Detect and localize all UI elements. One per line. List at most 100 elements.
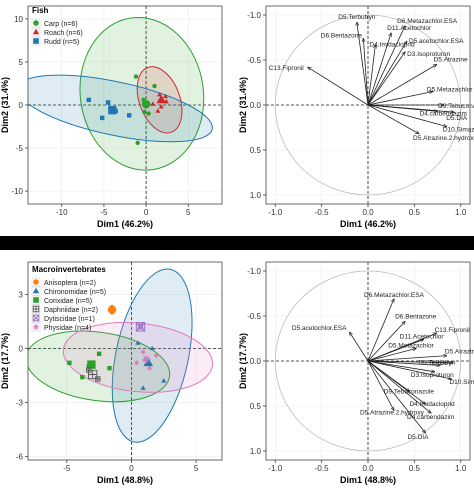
macro-ind-point-5 [134, 360, 139, 365]
macro-var-vector-label-14: D4.carbendazim [407, 414, 454, 421]
macro-var-xtick-label: -1.0 [268, 464, 282, 473]
macro-ind-ellipse-2 [28, 330, 171, 403]
macro-ind-centroid-4-x [136, 322, 146, 332]
macro-var-vector-label-12: D4.Imidacloprid [409, 401, 455, 408]
fish-var-ytick-label: -1.0 [247, 11, 261, 20]
fish-ind-legend-label-0: Carp (n=6) [44, 21, 78, 28]
macro-ind-point-2 [107, 366, 112, 371]
macro-ind-point-1 [161, 378, 167, 383]
fish-var-vector-0 [357, 22, 369, 106]
fish-ind-ytick-label: 0 [19, 101, 24, 110]
fish-var-vector-label-8: D5.Atrazine [434, 57, 468, 64]
fish-ind-point-2 [105, 100, 111, 105]
macro-var-xtick-label: -0.5 [315, 464, 329, 473]
fish-ind-xtick-label: 5 [186, 208, 191, 217]
macro-ind-legend-key-3 [32, 305, 40, 313]
macro-var-vector-label-8: D5.Terbutryn [418, 360, 456, 367]
macro-ind-point-5 [140, 349, 146, 355]
macro-var-vector-label-3: D5.acetochlor.ESA [292, 325, 347, 332]
fish-var-xtick-label: 0.5 [409, 208, 421, 217]
fish-ind-xtick-label: -10 [56, 208, 68, 217]
macro-ind-data-layer [28, 268, 214, 443]
macro-ind-centroid-3-cross [88, 370, 97, 379]
fish-ind-centroid-0 [141, 99, 151, 109]
macro-ind-legend-label-3: Daphniidae (n=2) [44, 307, 98, 314]
fish-var-ytick-label: 0.5 [250, 146, 262, 155]
macro-var-vector-15 [367, 360, 425, 433]
macro-ind-legend-title: Macroinvertebrates [32, 265, 106, 274]
fish-var-vector-8 [367, 65, 437, 106]
macro-ind-legend: Macroinvertebrates Anisoptera (n=2) Chiron… [31, 265, 106, 332]
fish-ind-xtick-label: -5 [100, 208, 108, 217]
fish-ind-legend-key-1 [32, 28, 40, 35]
fish-ind-ytick-label: 10 [14, 15, 23, 24]
macro-var-vector-7 [367, 360, 453, 363]
macro-var-vector-1 [367, 321, 405, 362]
macro-var-vector-label-9: D3.Isoproturon [411, 372, 454, 379]
panel-separator-bar [0, 236, 474, 250]
macro-ind-centroid-4 [135, 322, 146, 332]
macro-ind-yaxis-title: Dim2 (17.7%) [0, 333, 10, 389]
macro-var-ytick-label: -0.5 [247, 312, 261, 321]
fish-var-vector-13 [367, 104, 447, 127]
fish-var-vector-label-4: D5.acetochlor.ESA [409, 38, 464, 45]
macro-var-xtick-label: 1.0 [455, 464, 467, 473]
fish-ind-ytick-label: -10 [11, 187, 23, 196]
macroinvertebrates-variables-panel: D6.Metazachlor.ESA D6.Bentazone C13.Fipron… [238, 261, 474, 485]
macro-var-vector-label-13: D5.Atrazine.2.hydroxy [360, 410, 425, 417]
fish-ind-point-1 [150, 101, 156, 106]
macro-ind-xtick-label: -5 [63, 464, 71, 473]
macro-var-ytick-label: 1.0 [250, 447, 262, 456]
macro-var-vector-label-11: D9.Tebuconazole [384, 389, 435, 396]
fish-var-xtick-label: -1.0 [268, 208, 282, 217]
macro-ind-point-5 [153, 353, 159, 358]
fish-var-vector-9 [367, 92, 433, 106]
macro-ind-legend-key-2 [33, 297, 39, 303]
macro-ind-point-4-box [137, 324, 144, 330]
macro-ind-centroid-4-box [135, 322, 146, 332]
macro-var-vector-label-0: D6.Metazachlor.ESA [364, 292, 425, 299]
macro-var-xtick-label: 0.0 [362, 464, 374, 473]
macro-var-vector-5 [367, 339, 424, 362]
fish-ind-point-1 [162, 93, 169, 99]
macro-ind-ytick-label: 3 [19, 290, 24, 299]
fish-ind-point-0 [146, 111, 151, 116]
macro-ind-point-1 [149, 345, 155, 351]
fish-ind-point-0 [152, 83, 157, 89]
macro-ind-legend-label-4: Dytiscidae (n=1) [44, 316, 95, 323]
macro-ind-point-5 [147, 366, 152, 371]
fish-var-vector-7 [308, 67, 369, 106]
macro-ind-point-2 [80, 375, 85, 380]
fish-var-vector-4 [367, 41, 407, 106]
fish-ind-xaxis-title: Dim1 (46.2%) [97, 219, 153, 229]
macro-ind-point-2 [67, 360, 72, 365]
macro-var-vector-label-5: D11.Acetochlor [400, 333, 445, 340]
fish-individuals-panel: -10 -5 0 5 10 5 0 -5 -10 Dim1 (46.2%) Dim2 (31.4%)… [0, 5, 223, 229]
fish-var-vector-1 [367, 26, 405, 106]
fish-ind-point-2 [86, 97, 91, 103]
fish-ind-legend-label-2: Rudd (n=5) [44, 39, 79, 46]
fish-var-vector-label-5: D4.Imidacloprid [369, 42, 415, 49]
fish-var-ytick-label: 1.0 [250, 191, 262, 200]
fish-var-vector-label-13: D10.Simazine [443, 127, 474, 134]
fish-var-vector-12 [367, 104, 454, 112]
fish-var-vector-label-1: D6.Metazachlor.ESA [397, 18, 458, 25]
macro-var-xaxis-title: Dim1 (48.8%) [340, 475, 396, 485]
macro-ind-frame [27, 261, 223, 461]
macro-ind-legend-key-3-cross [33, 306, 39, 312]
fish-ind-xtick-label: 0 [144, 208, 149, 217]
macro-ind-xtick-label: 5 [194, 464, 199, 473]
macro-var-ytick-label: 0.0 [250, 357, 262, 366]
fish-ind-ytick-label: 5 [19, 58, 24, 67]
macro-var-vector-label-1: D6.Bentazone [395, 313, 437, 320]
macro-var-vector-label-6: D5.Atrazine [445, 349, 474, 356]
fish-ind-point-2 [127, 113, 132, 118]
macro-var-vector-label-4: D5.Metazachlor [388, 342, 434, 349]
fish-ind-point-0 [135, 140, 140, 146]
macro-ind-point-1 [135, 340, 141, 345]
fish-var-vector-label-6: D3.Isoproturon [407, 51, 450, 58]
fish-var-xaxis-title: Dim1 (46.2%) [340, 219, 396, 229]
fish-var-vector-14 [367, 104, 419, 134]
macro-ind-ellipse-1 [111, 268, 193, 443]
